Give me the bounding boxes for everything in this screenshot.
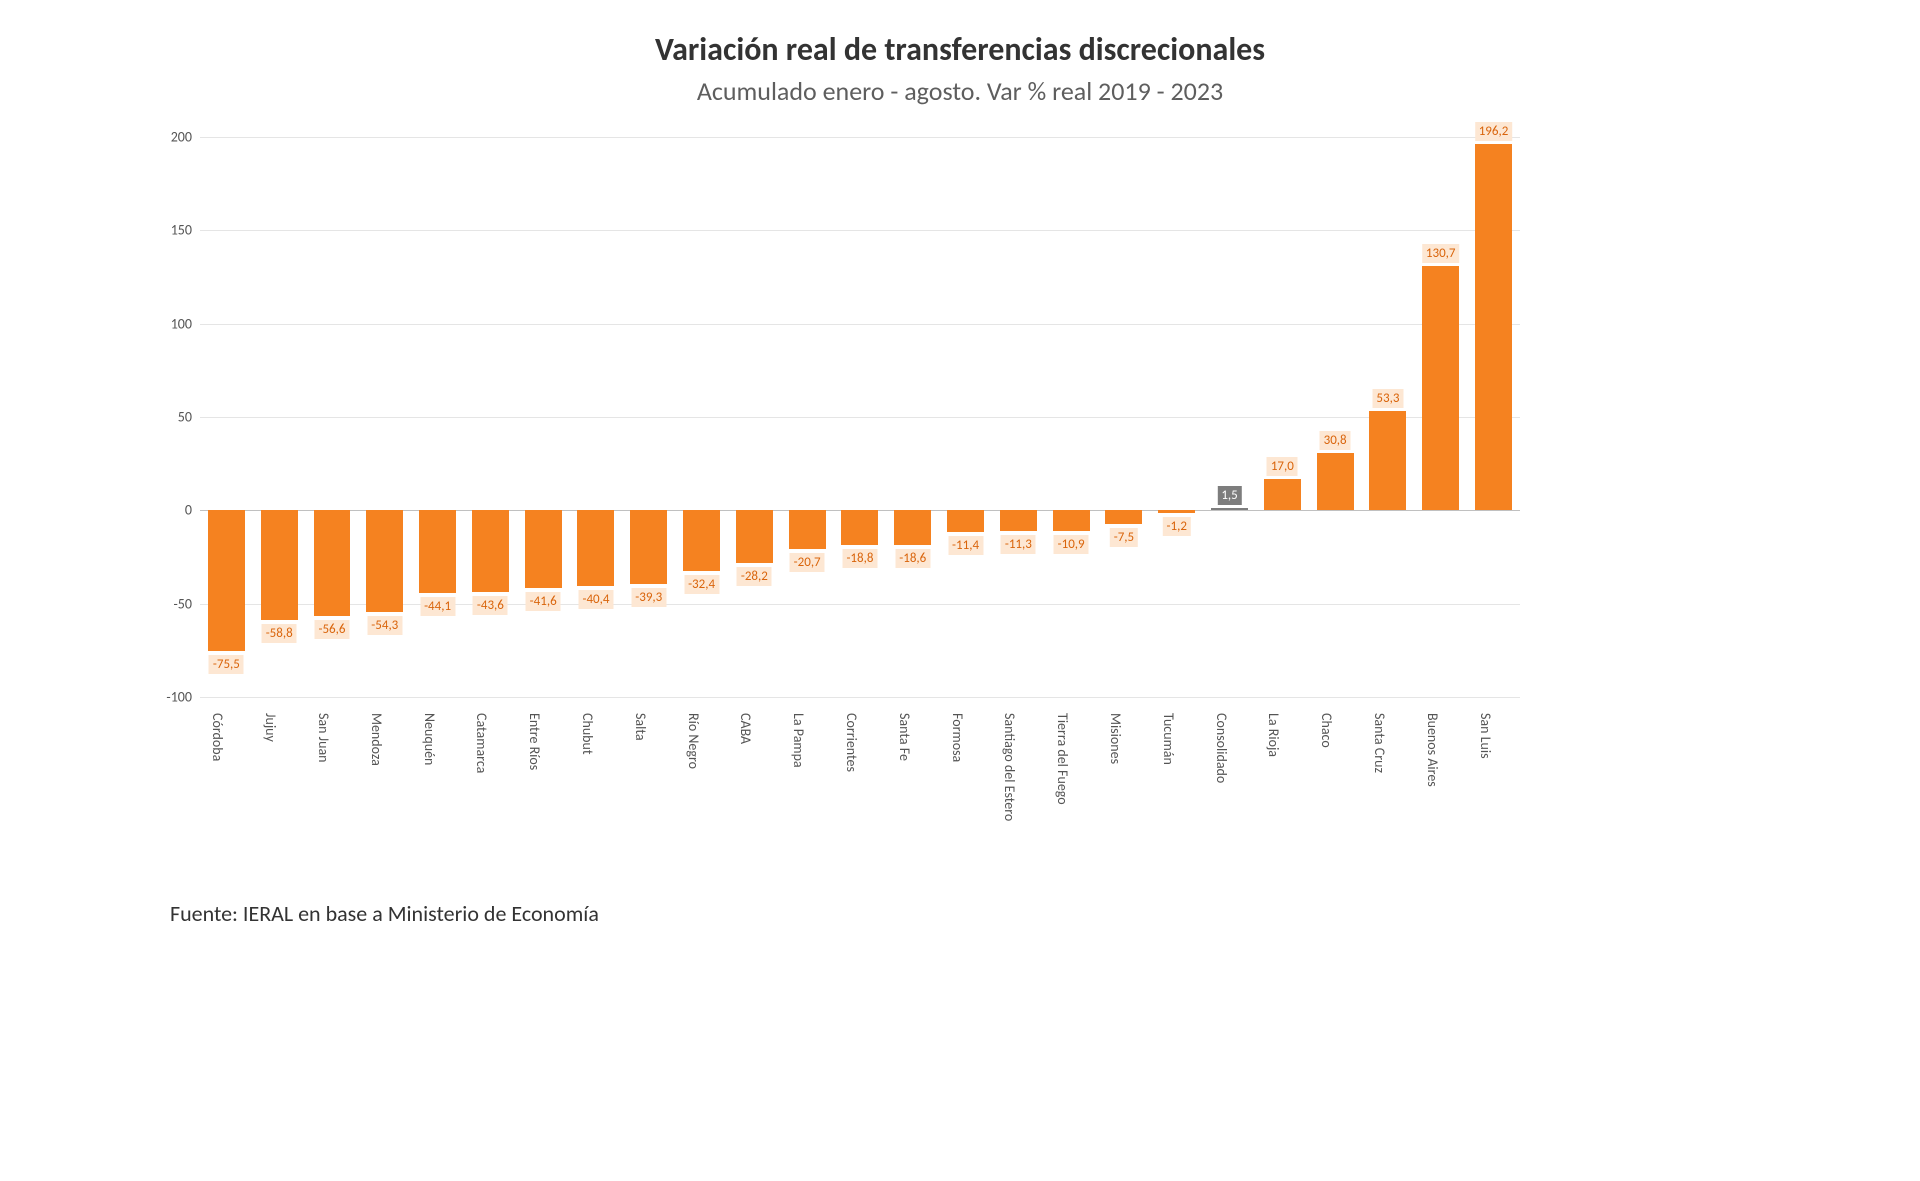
- chart-data-label: 1,5: [1217, 486, 1241, 505]
- chart-data-label: -41,6: [526, 592, 561, 611]
- bar-slot: -18,8: [834, 137, 887, 697]
- chart-bar: [1475, 144, 1512, 510]
- y-tick-label: 0: [185, 502, 192, 519]
- chart-bar: [1000, 510, 1037, 531]
- bar-slot: 130,7: [1414, 137, 1467, 697]
- chart-data-label: -18,6: [895, 549, 930, 568]
- chart-container: Variación real de transferencias discrec…: [0, 0, 1920, 1181]
- chart-data-label: -11,3: [1001, 535, 1036, 554]
- bar-slot: -43,6: [464, 137, 517, 697]
- bar-slot: 196,2: [1467, 137, 1520, 697]
- chart-data-label: -75,5: [209, 655, 244, 674]
- y-tick-label: 100: [171, 315, 192, 332]
- bar-slot: 53,3: [1362, 137, 1415, 697]
- chart-bar: [789, 510, 826, 549]
- chart-data-label: 130,7: [1422, 244, 1460, 263]
- chart-data-label: -56,6: [314, 620, 349, 639]
- chart-bar: [1317, 453, 1354, 510]
- chart-data-label: 53,3: [1372, 389, 1403, 408]
- chart-plot-area: -75,5 -58,8 -56,6 -54,3 -44,1 -43,6 -41,6 -40,4…: [200, 137, 1520, 697]
- chart-data-label: -7,5: [1110, 528, 1138, 547]
- chart-bar: [1422, 266, 1459, 510]
- chart-bar: [1105, 510, 1142, 524]
- chart-bar: [1158, 510, 1195, 512]
- chart-data-label: -11,4: [948, 536, 983, 555]
- chart-data-label: -40,4: [578, 590, 613, 609]
- bar-slot: 17,0: [1256, 137, 1309, 697]
- bar-slot: -75,5: [200, 137, 253, 697]
- chart-data-label: -44,1: [420, 597, 455, 616]
- chart-data-label: 17,0: [1267, 457, 1298, 476]
- chart-bar: [841, 510, 878, 545]
- y-tick-label: 50: [178, 409, 192, 426]
- bar-slot: -40,4: [570, 137, 623, 697]
- bar-slot: -32,4: [675, 137, 728, 697]
- bar-slot: -7,5: [1098, 137, 1151, 697]
- chart-data-label: -20,7: [790, 553, 825, 572]
- chart-data-label: -58,8: [262, 624, 297, 643]
- bar-slot: -54,3: [358, 137, 411, 697]
- bar-slot: -20,7: [781, 137, 834, 697]
- chart-source: Fuente: IERAL en base a Ministerio de Ec…: [170, 900, 599, 927]
- bar-slot: -56,6: [306, 137, 359, 697]
- chart-data-label: -39,3: [631, 588, 666, 607]
- chart-bar: [1369, 411, 1406, 510]
- bar-slot: 1,5: [1203, 137, 1256, 697]
- y-tick-label: 200: [171, 129, 192, 146]
- chart-data-label: -43,6: [473, 596, 508, 615]
- chart-data-label: 30,8: [1320, 431, 1351, 450]
- chart-bar: [261, 510, 298, 620]
- chart-bar: [366, 510, 403, 611]
- chart-data-label: -1,2: [1163, 517, 1191, 536]
- chart-bar: [1264, 479, 1301, 511]
- bar-slot: -1,2: [1150, 137, 1203, 697]
- chart-bar: [472, 510, 509, 591]
- chart-y-axis: -100-50050100150200: [140, 137, 200, 697]
- chart-data-label: 196,2: [1475, 122, 1513, 141]
- chart-gridline: [200, 697, 1520, 698]
- chart-data-label: -54,3: [367, 616, 402, 635]
- bar-slot: -39,3: [622, 137, 675, 697]
- bar-slot: -11,4: [939, 137, 992, 697]
- chart-title: Variación real de transferencias discrec…: [140, 30, 1780, 69]
- chart-bar: [736, 510, 773, 563]
- chart-data-label: -28,2: [737, 567, 772, 586]
- bar-slot: 30,8: [1309, 137, 1362, 697]
- chart-data-label: -32,4: [684, 575, 719, 594]
- chart-bar: [894, 510, 931, 545]
- bar-slot: -58,8: [253, 137, 306, 697]
- y-tick-label: -50: [174, 595, 192, 612]
- bar-slot: -44,1: [411, 137, 464, 697]
- y-tick-label: 150: [171, 222, 192, 239]
- chart-bar: [208, 510, 245, 651]
- chart-bar: [630, 510, 667, 583]
- chart-bar: [577, 510, 614, 585]
- bar-slot: -10,9: [1045, 137, 1098, 697]
- chart-bar: [947, 510, 984, 531]
- chart-bars-group: -75,5 -58,8 -56,6 -54,3 -44,1 -43,6 -41,6 -40,4…: [200, 137, 1520, 697]
- bar-slot: -41,6: [517, 137, 570, 697]
- chart-bar: [314, 510, 351, 616]
- chart-bar: [683, 510, 720, 570]
- bar-slot: -18,6: [886, 137, 939, 697]
- y-tick-label: -100: [166, 689, 192, 706]
- bar-slot: -11,3: [992, 137, 1045, 697]
- chart-subtitle: Acumulado enero - agosto. Var % real 201…: [140, 75, 1780, 107]
- chart-bar: [525, 510, 562, 588]
- chart-bar: [1053, 510, 1090, 530]
- bar-slot: -28,2: [728, 137, 781, 697]
- chart-bar: [419, 510, 456, 592]
- chart-data-label: -18,8: [842, 549, 877, 568]
- chart-data-label: -10,9: [1054, 535, 1089, 554]
- chart-bar: [1211, 508, 1248, 511]
